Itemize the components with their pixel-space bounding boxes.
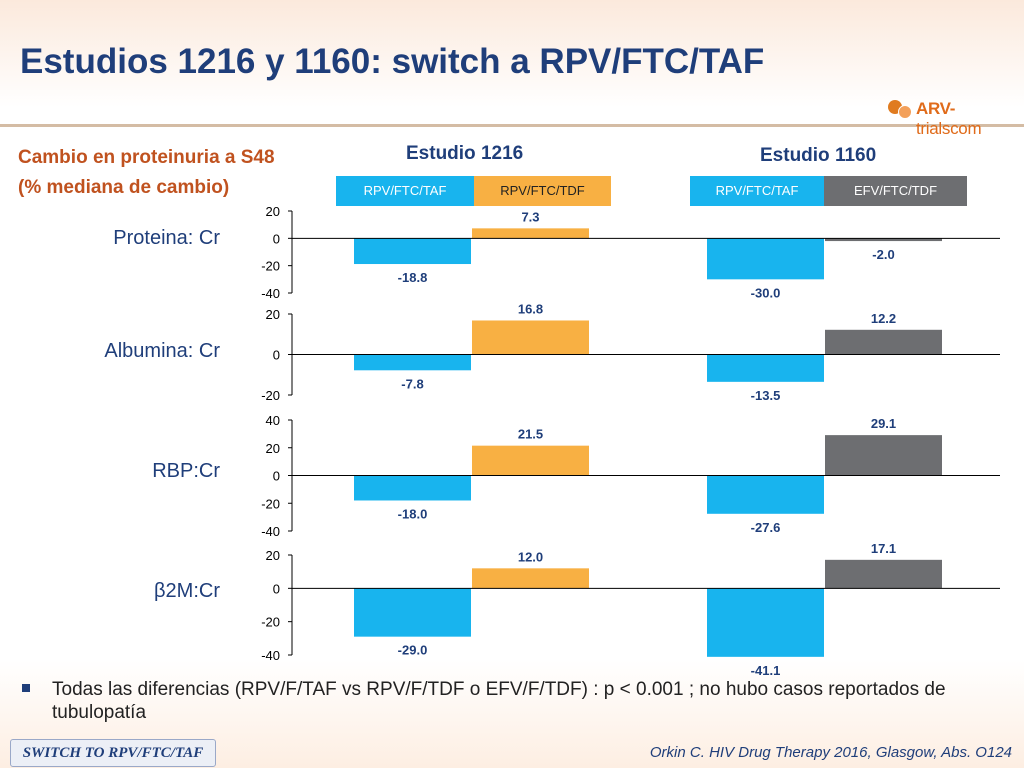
data-label: -41.1 <box>751 663 781 678</box>
bar <box>825 329 942 355</box>
subtitle-line-1: Cambio en proteinuria a S48 <box>18 147 275 168</box>
y-tick-label: 0 <box>273 231 280 246</box>
study-1160-label: Estudio 1160 <box>760 145 877 166</box>
y-tick-label: 20 <box>266 204 280 219</box>
bar <box>825 435 942 476</box>
title-divider <box>0 124 1024 127</box>
bullet-icon <box>22 684 30 692</box>
y-tick-label: 40 <box>266 413 280 428</box>
y-tick-label: -40 <box>261 524 280 539</box>
bar <box>472 320 589 355</box>
study-1216-label: Estudio 1216 <box>406 143 524 164</box>
logo-text: ARV-trialscom <box>916 99 982 138</box>
data-label: -18.0 <box>398 506 428 521</box>
data-label: 16.8 <box>518 301 543 316</box>
data-label: -27.6 <box>751 520 781 535</box>
bar <box>825 238 942 242</box>
legend-1216-tdf: RPV/FTC/TDF <box>474 176 611 206</box>
data-label: -18.8 <box>398 270 428 285</box>
y-tick-label: -20 <box>261 496 280 511</box>
bar <box>354 238 471 265</box>
data-label: 21.5 <box>518 427 543 442</box>
data-label: 29.1 <box>871 416 896 431</box>
y-tick-label: 20 <box>266 441 280 456</box>
data-label: 12.2 <box>871 311 896 326</box>
bar <box>472 568 589 589</box>
y-tick-label: -20 <box>261 615 280 630</box>
bar <box>354 475 471 501</box>
slide-title: Estudios 1216 y 1160: switch a RPV/FTC/T… <box>20 42 765 81</box>
y-tick-label: -40 <box>261 286 280 301</box>
y-tick-label: 0 <box>273 581 280 596</box>
legend-1160-taf: RPV/FTC/TAF <box>690 176 824 206</box>
arv-trials-logo: ARV-trialscom <box>884 96 1016 138</box>
bar <box>707 238 824 280</box>
data-label: -13.5 <box>751 388 781 403</box>
row-label-b2m: β2M:Cr <box>154 580 220 602</box>
chart-subtitle: Cambio en proteinuria a S48 (% mediana d… <box>18 143 275 203</box>
data-label: 7.3 <box>521 209 539 224</box>
subtitle-line-2: (% mediana de cambio) <box>18 177 230 198</box>
bar <box>707 354 824 382</box>
data-label: -29.0 <box>398 643 428 658</box>
data-label: -30.0 <box>751 285 781 300</box>
bar <box>825 559 942 589</box>
bar <box>707 475 824 514</box>
data-label: -7.8 <box>401 376 423 391</box>
bar <box>354 354 471 371</box>
y-tick-label: 20 <box>266 307 280 322</box>
source-citation: Orkin C. HIV Drug Therapy 2016, Glasgow,… <box>649 744 1012 761</box>
y-tick-label: -40 <box>261 648 280 663</box>
legend-1160-tdf: EFV/FTC/TDF <box>824 176 967 206</box>
section-tag: SWITCH TO RPV/FTC/TAF <box>10 739 216 767</box>
y-tick-label: 20 <box>266 548 280 563</box>
logo-pill-icon-secondary <box>898 105 912 119</box>
bar <box>472 228 589 239</box>
legend-1216-taf: RPV/FTC/TAF <box>336 176 474 206</box>
bar <box>354 588 471 637</box>
y-tick-label: -20 <box>261 259 280 274</box>
data-label: 12.0 <box>518 549 543 564</box>
bar <box>707 588 824 657</box>
row-label-albumina: Albumina: Cr <box>104 340 220 362</box>
y-tick-label: 0 <box>273 469 280 484</box>
y-tick-label: 0 <box>273 348 280 363</box>
y-tick-label: -20 <box>261 388 280 403</box>
footnote-bullet: Todas las diferencias (RPV/F/TAF vs RPV/… <box>52 679 946 723</box>
row-label-rbp: RBP:Cr <box>152 460 220 482</box>
row-label-proteina: Proteina: Cr <box>113 227 220 249</box>
data-label: -2.0 <box>872 247 894 262</box>
data-label: 17.1 <box>871 541 896 556</box>
bar <box>472 445 589 476</box>
